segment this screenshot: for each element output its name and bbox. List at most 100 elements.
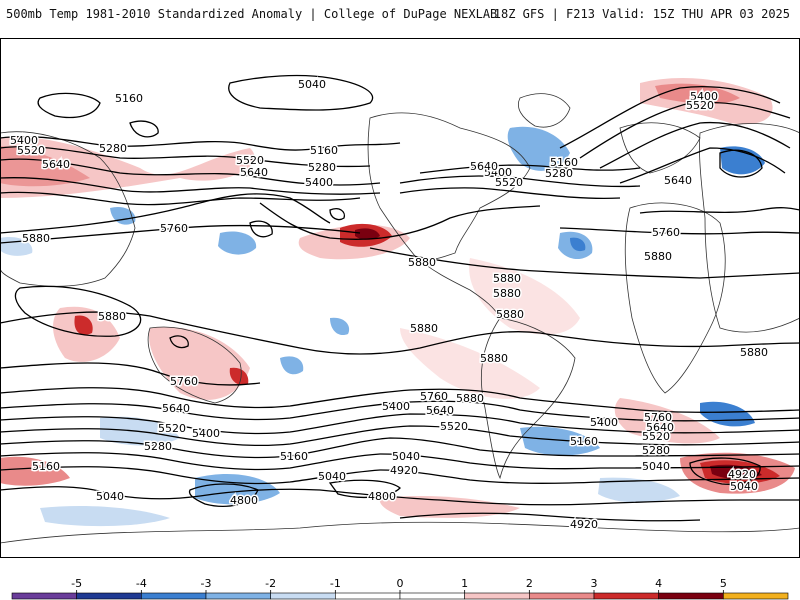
contour-label: 4800 <box>230 494 258 507</box>
contour-label: 5400 <box>305 176 333 189</box>
colorbar-swatch <box>11 592 77 600</box>
contour-line <box>0 362 261 386</box>
contour-label: 5040 <box>730 480 758 493</box>
contour-line <box>0 135 401 151</box>
colorbar-tick-label: 3 <box>591 577 598 590</box>
contour-line <box>619 147 786 184</box>
contour-label: 4920 <box>390 464 418 477</box>
contour-label: 5160 <box>570 435 598 448</box>
contour-line <box>228 74 374 111</box>
contour-label: 5880 <box>493 287 521 300</box>
coastline-asia-west <box>0 131 136 287</box>
anomaly-negative <box>520 426 600 456</box>
contour-label: 5880 <box>496 308 524 321</box>
contour-label: 4800 <box>368 490 396 503</box>
colorbar-tick-label: 5 <box>720 577 727 590</box>
contour-label: 5880 <box>410 322 438 335</box>
contour-line <box>249 220 273 238</box>
contour-line <box>0 146 371 168</box>
contour-label: 5880 <box>493 272 521 285</box>
contour-label: 5640 <box>162 402 190 415</box>
contour-line <box>719 149 763 178</box>
colorbar-swatches <box>11 592 789 600</box>
contour-label: 5880 <box>644 250 672 263</box>
colorbar-swatch <box>658 592 724 600</box>
coastline-asia <box>699 123 800 333</box>
contour-label: 5160 <box>32 460 60 473</box>
coastline-north-america <box>367 112 531 260</box>
anomaly-negative <box>598 477 680 503</box>
contour-line <box>399 175 641 188</box>
contour-label: 5880 <box>408 256 436 269</box>
colorbar-swatch <box>270 592 336 600</box>
colorbar-tick-label: -4 <box>136 577 147 590</box>
contour-line <box>129 120 159 138</box>
contour-line <box>0 486 800 506</box>
contour-label: 4920 <box>728 468 756 481</box>
contour-label: 5400 <box>590 416 618 429</box>
contour-label: 5640 <box>426 404 454 417</box>
contour-label: 5160 <box>550 156 578 169</box>
contour-label: 5520 <box>158 422 186 435</box>
contour-label: 5400 <box>690 90 718 103</box>
contour-line <box>0 158 381 186</box>
anomaly-negative <box>40 506 170 527</box>
contour-label: 5040 <box>96 490 124 503</box>
colorbar-swatch <box>205 592 271 600</box>
coastline-central-america <box>414 255 501 319</box>
contour-line <box>399 512 701 522</box>
colorbar-tick-label: -1 <box>330 577 341 590</box>
contour-label: 5160 <box>115 92 143 105</box>
contour-label: 5280 <box>545 167 573 180</box>
contour-label: 5040 <box>298 78 326 91</box>
anomaly-positive <box>229 367 249 386</box>
contour-line <box>599 121 791 169</box>
coastline-greenland <box>518 93 571 128</box>
colorbar-swatch <box>529 592 595 600</box>
colorbar-tick-label: 2 <box>526 577 533 590</box>
weather-map: 5040 5160 5400 5520 5640 5280 5520 5640 … <box>0 38 800 558</box>
contour-label: 5040 <box>318 470 346 483</box>
anomaly-negative <box>720 146 765 175</box>
contour-line <box>0 425 800 447</box>
contour-label: 4920 <box>570 518 598 531</box>
contour-label: 5880 <box>22 232 50 245</box>
contour-line <box>329 208 346 221</box>
contour-label: 5880 <box>456 392 484 405</box>
contour-labels: 5040 5160 5400 5520 5640 5280 5520 5640 … <box>9 77 770 533</box>
contour-line <box>689 457 761 485</box>
model-run-info: 18Z GFS | F213 Valid: 15Z THU APR 03 202… <box>493 7 790 21</box>
colorbar-swatch <box>399 592 465 600</box>
contour-line <box>0 311 800 355</box>
contour-line <box>559 227 800 235</box>
contour-label: 5760 <box>652 226 680 239</box>
contour-line <box>559 86 781 149</box>
colorbar-swatch <box>141 592 207 600</box>
anomaly-positive <box>379 496 520 518</box>
contour-label: 5520 <box>642 430 670 443</box>
contour-label: 5640 <box>664 174 692 187</box>
colorbar-ticks: -5 -4 -3 -2 -1 0 1 2 3 4 5 <box>71 577 727 593</box>
contour-label: 5160 <box>280 450 308 463</box>
anomaly-shading <box>0 78 795 527</box>
colorbar-swatch <box>464 592 530 600</box>
colorbar-canvas: -5 -4 -3 -2 -1 0 1 2 3 4 5 <box>11 577 789 600</box>
colorbar: -5 -4 -3 -2 -1 0 1 2 3 4 5 <box>0 570 800 600</box>
contour-label: 5640 <box>646 421 674 434</box>
colorbar-tick-label: -2 <box>265 577 276 590</box>
contour-label: 5400 <box>192 427 220 440</box>
coastline-africa <box>624 202 726 394</box>
contour-line <box>0 191 361 206</box>
contour-label: 5520 <box>17 144 45 157</box>
colorbar-tick-label: -5 <box>71 577 82 590</box>
contour-label: 5040 <box>642 460 670 473</box>
colorbar-tick-label: 0 <box>397 577 404 590</box>
anomaly-negative <box>570 237 586 252</box>
contour-label: 5280 <box>308 161 336 174</box>
contour-line <box>0 224 361 244</box>
contour-line <box>14 285 142 337</box>
contour-label: 5400 <box>382 400 410 413</box>
contour-label: 5040 <box>392 450 420 463</box>
contour-label: 5520 <box>495 176 523 189</box>
contour-line <box>169 335 189 349</box>
